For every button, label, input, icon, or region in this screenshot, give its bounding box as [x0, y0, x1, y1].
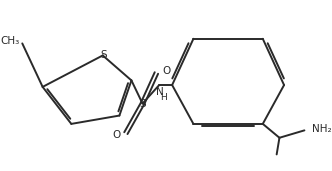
Text: S: S: [100, 50, 107, 60]
Text: N: N: [156, 87, 164, 97]
Text: CH₃: CH₃: [0, 36, 20, 46]
Text: NH₂: NH₂: [312, 123, 331, 134]
Text: H: H: [160, 94, 167, 102]
Text: S: S: [139, 98, 146, 109]
Text: O: O: [112, 130, 120, 140]
Text: O: O: [162, 66, 170, 76]
